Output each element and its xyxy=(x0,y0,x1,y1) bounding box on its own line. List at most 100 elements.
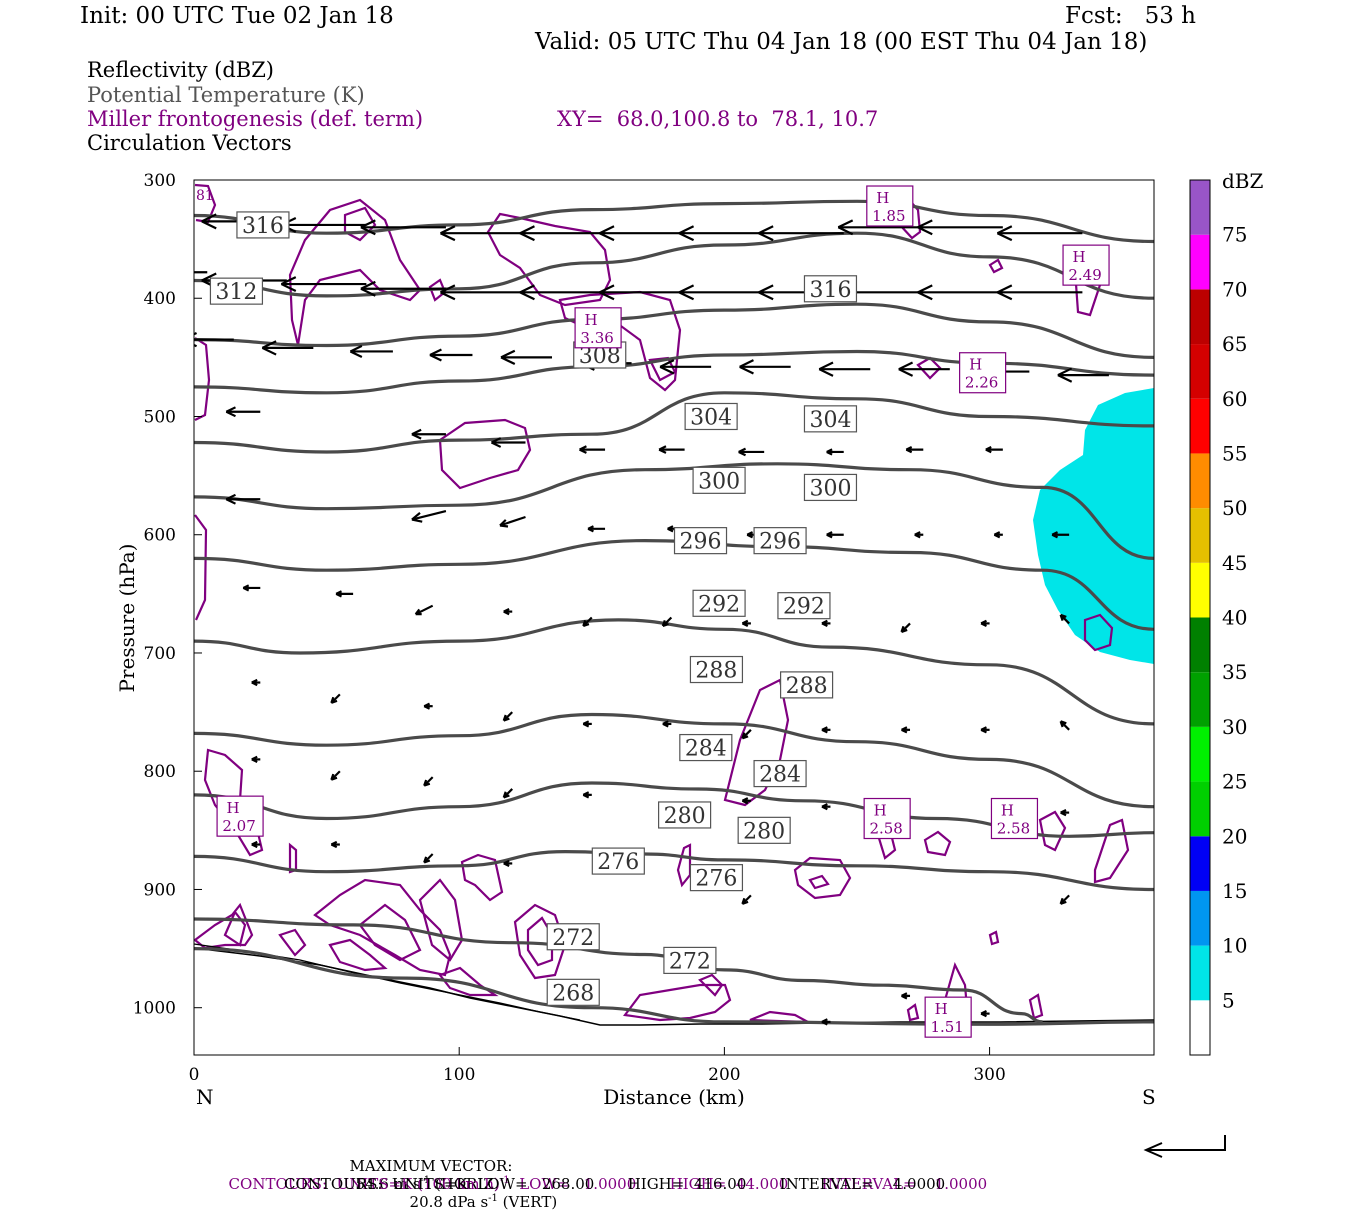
colorbar-level: 70 xyxy=(1222,277,1247,301)
colorbar-level: 15 xyxy=(1222,879,1247,903)
colorbar-segment xyxy=(1190,782,1210,837)
vector-arrow xyxy=(331,694,340,703)
reference-vector xyxy=(1146,1135,1225,1157)
colorbar-level: 10 xyxy=(1222,934,1247,958)
colorbar-level: 65 xyxy=(1222,332,1247,356)
svg-text:276: 276 xyxy=(695,867,737,892)
vector-arrow xyxy=(660,360,711,373)
colorbar-level: 60 xyxy=(1222,387,1247,411)
vector-arrow xyxy=(588,526,605,531)
y-tick-label: 900 xyxy=(144,880,176,900)
y-tick-label: 500 xyxy=(144,407,176,427)
svg-text:280: 280 xyxy=(664,804,706,829)
theta-contour-300 xyxy=(194,393,1154,452)
vector-arrow xyxy=(1061,810,1070,815)
x-tick-label: 200 xyxy=(708,1065,740,1085)
theta-label: 292 xyxy=(778,593,830,620)
vector-arrow xyxy=(742,621,751,626)
colorbar-segment xyxy=(1190,1000,1210,1055)
theta-label: 284 xyxy=(680,735,732,762)
x-tick-label: 100 xyxy=(443,1065,475,1085)
vector-arrow xyxy=(412,511,446,522)
svg-text:292: 292 xyxy=(698,592,740,617)
north-label: N xyxy=(196,1085,214,1109)
svg-text:H: H xyxy=(876,189,889,207)
fronto-max-label: H2.26 xyxy=(960,353,1006,393)
vector-arrow xyxy=(331,771,340,780)
colorbar-segment xyxy=(1190,508,1210,563)
vector-arrow xyxy=(243,585,260,590)
vector-arrow xyxy=(504,789,513,798)
fronto-contour xyxy=(810,876,828,888)
svg-text:280: 280 xyxy=(743,819,785,844)
x-axis-title: Distance (km) xyxy=(603,1085,745,1109)
colorbar-level: 5 xyxy=(1222,988,1235,1012)
theta-label: 316 xyxy=(237,212,289,239)
y-tick-label: 800 xyxy=(144,762,176,782)
vector-arrow xyxy=(997,285,1082,299)
svg-text:272: 272 xyxy=(669,949,711,974)
x-tick-label: 0 xyxy=(189,1065,200,1085)
colorbar-segment xyxy=(1190,289,1210,344)
colorbar-segment xyxy=(1190,618,1210,673)
theta-contour-288 xyxy=(194,620,1154,724)
fronto-max-label: H1.51 xyxy=(925,997,971,1037)
fronto-contour xyxy=(195,905,252,948)
colorbar-level: 25 xyxy=(1222,770,1247,794)
fronto-max-label: H2.07 xyxy=(217,796,263,836)
svg-text:2.58: 2.58 xyxy=(869,820,902,838)
theta-contours xyxy=(194,201,1154,1024)
vector-arrow xyxy=(583,792,592,797)
fronto-contour xyxy=(1040,812,1065,850)
vector-arrow xyxy=(739,449,765,456)
theta-label: 304 xyxy=(685,403,737,430)
vector-arrow xyxy=(822,727,831,732)
vector-arrow xyxy=(600,226,685,240)
vector-arrow xyxy=(1061,721,1070,730)
colorbar-segment xyxy=(1190,727,1210,782)
theta-label: 304 xyxy=(804,406,856,433)
vector-arrow xyxy=(109,206,194,220)
fronto-max-label: H2.58 xyxy=(864,799,910,839)
frontogenesis-contours xyxy=(195,185,1128,1022)
vector-arrow xyxy=(740,360,791,373)
colorbar-title: dBZ xyxy=(1222,169,1264,193)
theta-label: 272 xyxy=(664,947,716,974)
svg-text:2.26: 2.26 xyxy=(965,374,998,392)
vector-arrow xyxy=(918,220,1003,234)
svg-text:H: H xyxy=(874,802,887,820)
vector-arrow xyxy=(520,285,605,299)
theta-label: 276 xyxy=(690,865,742,892)
vector-arrow xyxy=(500,517,526,527)
y-tick-label: 700 xyxy=(144,644,176,664)
svg-text:300: 300 xyxy=(809,476,851,501)
theta-label: 280 xyxy=(738,817,790,844)
vector-arrow xyxy=(915,532,924,537)
colorbar-segment xyxy=(1190,180,1210,235)
fronto-contour xyxy=(290,200,420,345)
vector-arrow xyxy=(986,447,1003,452)
colorbar-segment xyxy=(1190,672,1210,727)
fronto-contour xyxy=(625,985,730,1020)
vector-arrow xyxy=(822,621,831,626)
vector-arrow xyxy=(430,349,473,360)
reflectivity-fill xyxy=(1033,388,1154,664)
vector-arrow xyxy=(679,285,764,299)
colorbar-segment xyxy=(1190,946,1210,1001)
svg-text:H: H xyxy=(969,356,982,374)
theta-label: 276 xyxy=(592,848,644,875)
fronto-contour xyxy=(440,420,530,488)
vector-arrow xyxy=(424,704,433,709)
vector-arrow xyxy=(424,777,433,786)
svg-text:316: 316 xyxy=(242,214,284,239)
y-tick-label: 600 xyxy=(144,526,176,546)
vector-arrow xyxy=(902,623,911,632)
vector-arrow xyxy=(504,712,513,721)
svg-text:H: H xyxy=(227,799,240,817)
vector-arrow xyxy=(331,842,340,847)
colorbar-level: 55 xyxy=(1222,441,1247,465)
fronto-contour xyxy=(290,845,296,872)
y-axis-title: Pressure (hPa) xyxy=(115,544,139,693)
